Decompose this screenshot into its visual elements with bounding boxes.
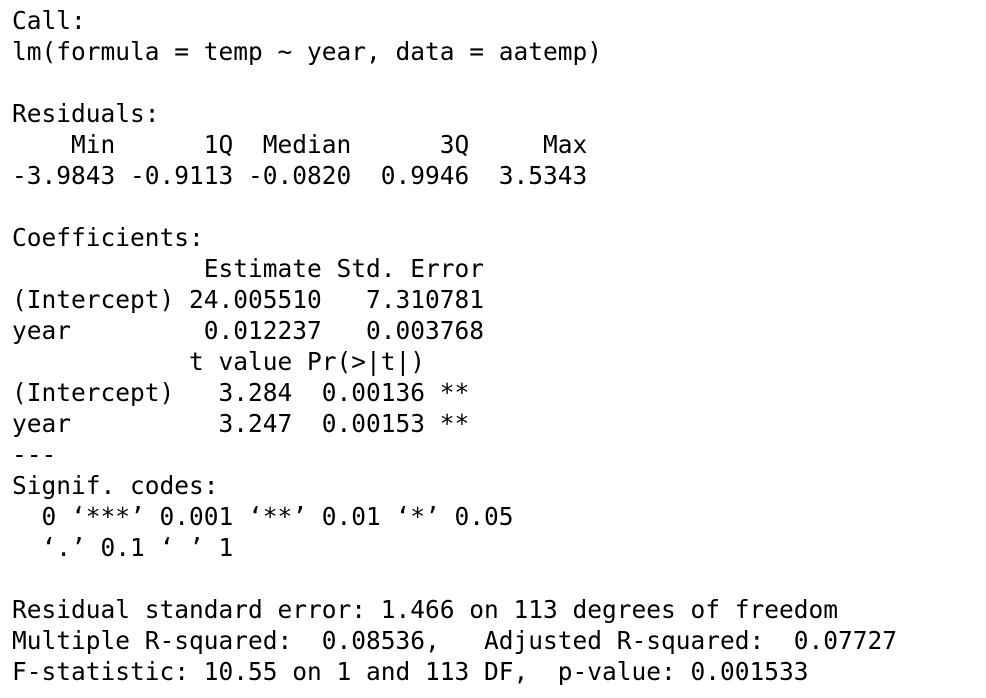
call-formula: lm(formula = temp ~ year, data = aatemp) — [12, 37, 603, 66]
coefficients-header: Coefficients: — [12, 223, 204, 252]
coef-row-intercept-1: (Intercept) 24.005510 7.310781 — [12, 285, 485, 314]
coef-row-year-1: year 0.012237 0.003768 — [12, 316, 485, 345]
signif-codes-line-2: ‘.’ 0.1 ‘ ’ 1 — [12, 533, 234, 562]
residual-standard-error: Residual standard error: 1.466 on 113 de… — [12, 595, 839, 624]
coef-table-header-2: t value Pr(>|t|) — [12, 347, 470, 376]
f-statistic-line: F-statistic: 10.55 on 1 and 113 DF, p-va… — [12, 657, 809, 686]
residuals-header: Residuals: — [12, 99, 160, 128]
blank-line — [12, 563, 982, 594]
r-console-output: Call: lm(formula = temp ~ year, data = a… — [12, 5, 982, 687]
call-header: Call: — [12, 6, 86, 35]
blank-line — [12, 191, 982, 222]
coef-row-year-2: year 3.247 0.00153 ** — [12, 409, 470, 438]
separator-line: --- — [12, 440, 57, 469]
signif-codes-header: Signif. codes: — [12, 471, 249, 500]
blank-line — [12, 67, 982, 98]
signif-codes-line-1: 0 ‘***’ 0.001 ‘**’ 0.01 ‘*’ 0.05 — [12, 502, 514, 531]
residuals-values: -3.9843 -0.9113 -0.0820 0.9946 3.5343 — [12, 161, 603, 190]
r-squared-line: Multiple R-squared: 0.08536, Adjusted R-… — [12, 626, 912, 655]
coef-row-intercept-2: (Intercept) 3.284 0.00136 ** — [12, 378, 470, 407]
residuals-labels: Min 1Q Median 3Q Max — [12, 130, 603, 159]
coef-table-header-1: Estimate Std. Error — [12, 254, 485, 283]
